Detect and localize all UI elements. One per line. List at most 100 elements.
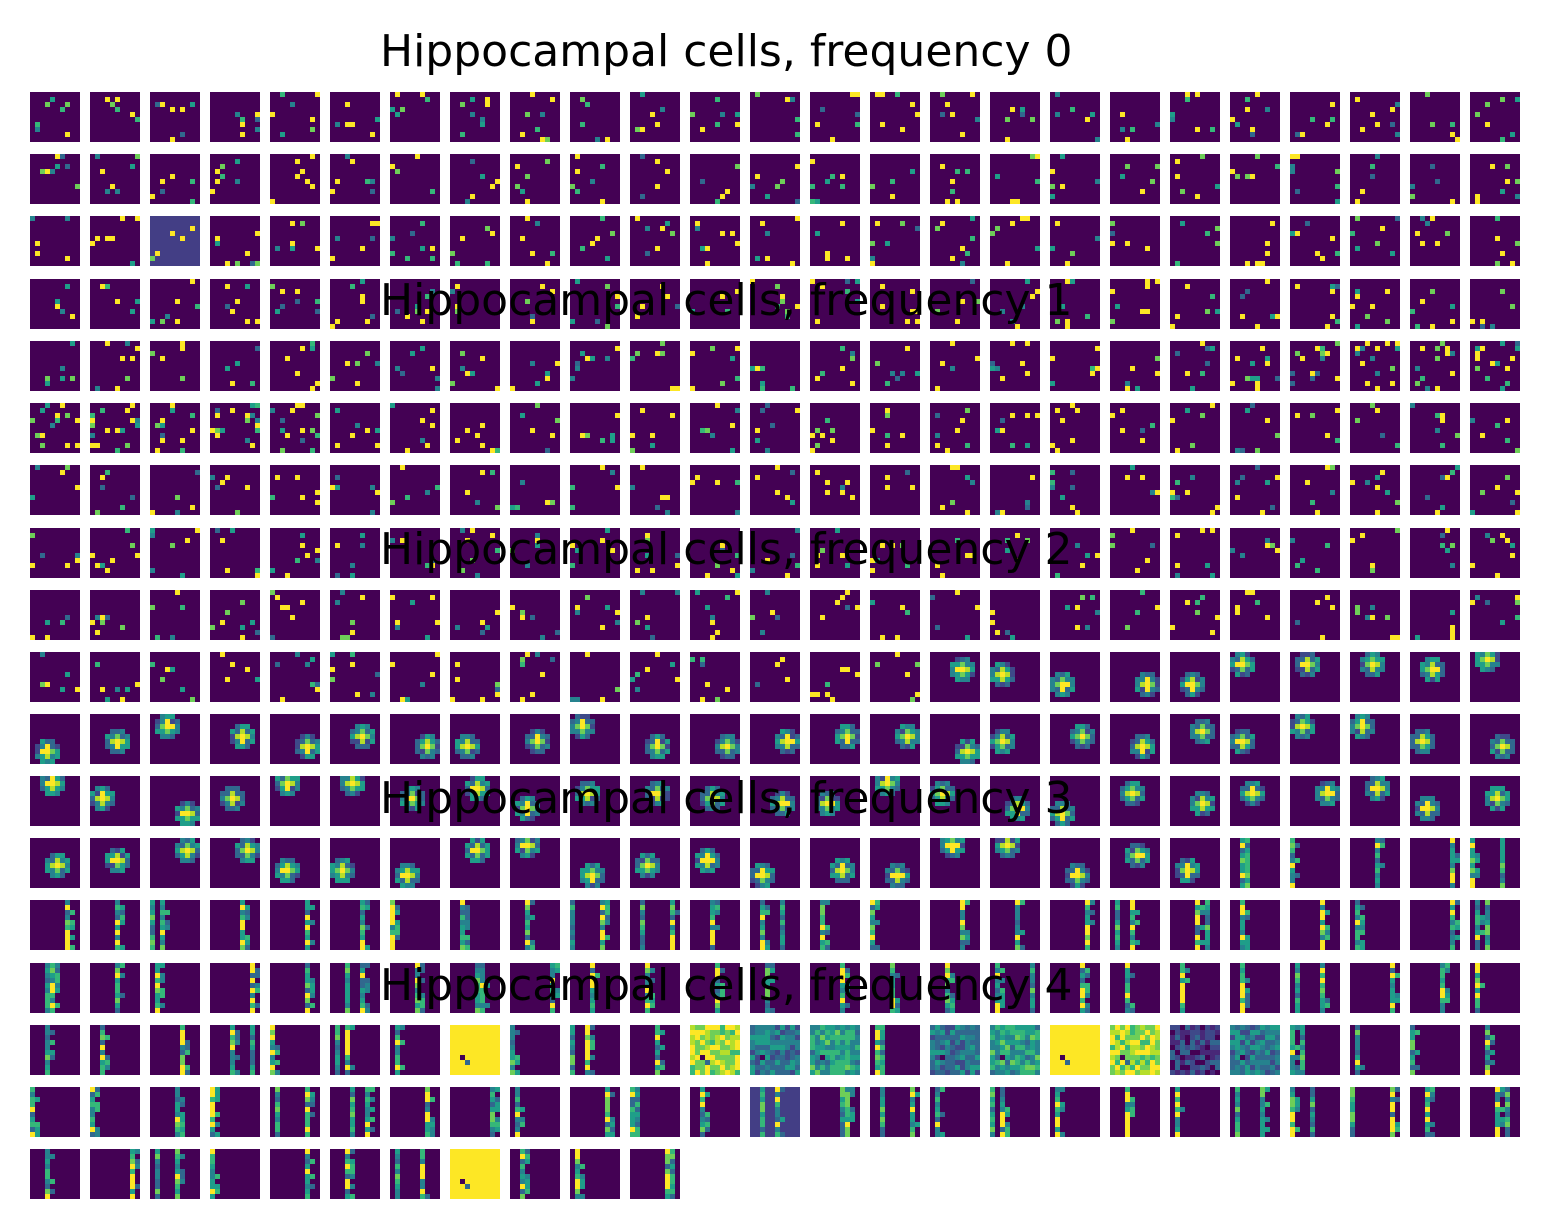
cell-image-f0-39 — [870, 154, 920, 204]
cell-image-f2-27 — [1050, 714, 1100, 764]
cell-image-f3-46 — [990, 963, 1040, 1013]
cell-image-f0-17 — [1050, 92, 1100, 142]
cell-image-f4-51 — [150, 1149, 200, 1199]
cell-image-f1-119 — [870, 652, 920, 702]
cell-image-f4-30 — [390, 1087, 440, 1137]
cell-image-f4-31 — [450, 1087, 500, 1137]
cell-image-f4-19 — [1230, 1025, 1280, 1075]
cell-image-f4-17 — [1110, 1025, 1160, 1075]
cell-image-f0-70 — [1230, 216, 1280, 266]
cell-image-f0-119 — [1170, 341, 1220, 391]
cell-image-f3-3 — [1410, 838, 1460, 888]
cell-image-f3-30 — [30, 963, 80, 1013]
cell-image-f2-65 — [330, 838, 380, 888]
cell-image-f4-55 — [390, 1149, 440, 1199]
cell-image-f1-77 — [1350, 528, 1400, 578]
cell-image-f1-42 — [750, 465, 800, 515]
cell-image-f2-66 — [390, 838, 440, 888]
cell-image-f1-105 — [30, 652, 80, 702]
cell-image-f3-43 — [810, 963, 860, 1013]
cell-image-f4-22 — [1410, 1025, 1460, 1075]
cell-image-f4-43 — [1170, 1087, 1220, 1137]
cell-image-f0-114 — [870, 341, 920, 391]
cell-image-f4-14 — [930, 1025, 980, 1075]
cell-image-f2-47 — [750, 776, 800, 826]
cell-image-f2-44 — [570, 776, 620, 826]
cell-image-f1-51 — [1290, 465, 1340, 515]
cell-image-f1-52 — [1350, 465, 1400, 515]
cell-image-f1-18 — [810, 403, 860, 453]
cell-image-f4-44 — [1230, 1087, 1280, 1137]
cell-image-f1-79 — [1470, 528, 1520, 578]
cell-image-f1-60 — [330, 528, 380, 578]
cell-image-f0-25 — [30, 154, 80, 204]
cell-image-f0-37 — [750, 154, 800, 204]
cell-image-f1-50 — [1230, 465, 1280, 515]
cell-image-f1-99 — [1170, 590, 1220, 640]
cell-image-f2-6 — [1290, 652, 1340, 702]
cell-image-f0-38 — [810, 154, 860, 204]
cell-image-f2-51 — [990, 776, 1040, 826]
cell-image-f0-101 — [90, 341, 140, 391]
cell-image-f0-4 — [270, 92, 320, 142]
cell-image-f4-9 — [630, 1025, 680, 1075]
cell-image-f0-57 — [450, 216, 500, 266]
cell-image-f1-112 — [450, 652, 500, 702]
cell-image-f2-48 — [810, 776, 860, 826]
cell-image-f4-34 — [630, 1087, 680, 1137]
cell-image-f0-88 — [810, 279, 860, 329]
cell-image-f2-45 — [630, 776, 680, 826]
cell-image-f3-2 — [1350, 838, 1400, 888]
cell-image-f1-75 — [1230, 528, 1280, 578]
cell-image-f1-81 — [90, 590, 140, 640]
cell-image-f1-82 — [150, 590, 200, 640]
cell-image-f1-23 — [1110, 403, 1160, 453]
cell-image-f1-30 — [30, 465, 80, 515]
cell-image-f0-95 — [1230, 279, 1280, 329]
cell-image-f0-41 — [990, 154, 1040, 204]
cell-image-f4-24 — [30, 1087, 80, 1137]
cell-image-f2-26 — [990, 714, 1040, 764]
cell-image-f4-56 — [450, 1149, 500, 1199]
cell-image-f1-14 — [570, 403, 620, 453]
cell-image-f3-11 — [390, 900, 440, 950]
cell-image-f2-25 — [930, 714, 980, 764]
cell-image-f0-75 — [30, 279, 80, 329]
cell-image-f1-56 — [90, 528, 140, 578]
cell-image-f4-21 — [1350, 1025, 1400, 1075]
cell-image-f1-15 — [630, 403, 680, 453]
cell-image-f1-61 — [390, 528, 440, 578]
cell-image-f4-36 — [750, 1087, 800, 1137]
cell-image-f3-48 — [1110, 963, 1160, 1013]
cell-image-f2-10 — [30, 714, 80, 764]
cell-image-f0-110 — [630, 341, 680, 391]
cell-image-f0-89 — [870, 279, 920, 329]
cell-image-f1-73 — [1110, 528, 1160, 578]
cell-image-f1-16 — [690, 403, 740, 453]
cell-image-f0-117 — [1050, 341, 1100, 391]
cell-image-f0-19 — [1170, 92, 1220, 142]
cell-image-f0-61 — [690, 216, 740, 266]
cell-image-f0-16 — [990, 92, 1040, 142]
cell-image-f2-76 — [990, 838, 1040, 888]
cell-image-f1-116 — [690, 652, 740, 702]
cell-image-f4-16 — [1050, 1025, 1100, 1075]
cell-image-f3-53 — [1410, 963, 1460, 1013]
cell-image-f4-58 — [570, 1149, 620, 1199]
cell-image-f0-46 — [1290, 154, 1340, 204]
cell-image-f2-54 — [1170, 776, 1220, 826]
cell-image-f0-69 — [1170, 216, 1220, 266]
cell-image-f2-77 — [1050, 838, 1100, 888]
cell-image-f3-25 — [1230, 900, 1280, 950]
cell-image-f2-3 — [1110, 652, 1160, 702]
cell-image-f2-5 — [1230, 652, 1280, 702]
cell-image-f4-11 — [750, 1025, 800, 1075]
cell-image-f3-24 — [1170, 900, 1220, 950]
cell-image-f0-94 — [1170, 279, 1220, 329]
cell-image-f3-55 — [30, 1025, 80, 1075]
cell-image-f4-26 — [150, 1087, 200, 1137]
cell-image-f1-48 — [1110, 465, 1160, 515]
cell-image-f0-72 — [1350, 216, 1400, 266]
cell-image-f1-38 — [510, 465, 560, 515]
